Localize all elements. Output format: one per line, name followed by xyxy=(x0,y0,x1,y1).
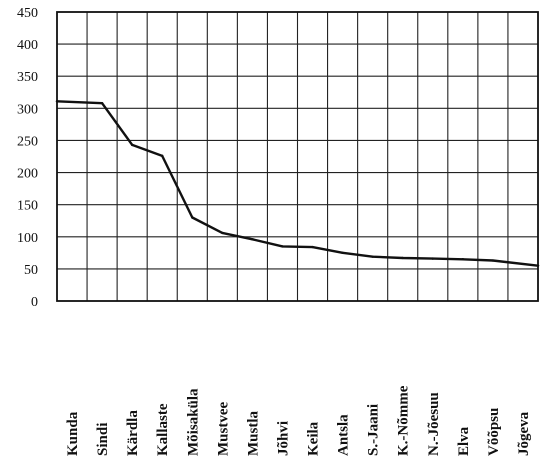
x-category-label: Jõgeva xyxy=(516,411,532,456)
data-point xyxy=(401,256,404,260)
y-axis-ticks: 450 400 350 300 250 200 150 100 50 0 xyxy=(17,6,38,310)
series-line xyxy=(55,100,540,267)
x-category-label: Elva xyxy=(456,426,472,456)
x-category-label: Mustla xyxy=(245,411,261,457)
data-point xyxy=(491,259,495,262)
y-tick-label: 450 xyxy=(17,6,38,21)
vertical-gridlines xyxy=(86,12,509,301)
x-category-label: Mustvee xyxy=(215,402,231,456)
data-point xyxy=(461,258,465,261)
x-category-label: Antsla xyxy=(336,414,352,456)
data-point xyxy=(55,100,59,103)
plot-frame xyxy=(56,11,539,302)
data-point xyxy=(371,255,374,258)
data-point xyxy=(161,154,164,158)
x-category-label: Võõpsu xyxy=(486,408,502,456)
x-category-label: Kallaste xyxy=(155,403,171,456)
x-category-label: S.-Jaani xyxy=(366,404,382,456)
data-point xyxy=(281,245,284,248)
y-tick-label: 50 xyxy=(24,263,38,278)
x-category-label: K.-Nõmme xyxy=(396,385,412,456)
y-tick-label: 150 xyxy=(17,199,38,214)
data-point xyxy=(191,216,194,219)
x-category-label: Mõisaküla xyxy=(185,388,201,456)
x-category-label: Kunda xyxy=(65,411,81,456)
y-tick-label: 300 xyxy=(17,102,38,117)
data-point xyxy=(100,101,104,105)
x-category-label: Jõhvi xyxy=(275,421,291,456)
data-point xyxy=(536,264,540,267)
data-point xyxy=(130,143,134,147)
y-tick-label: 350 xyxy=(17,70,38,85)
x-category-label: Keila xyxy=(306,421,322,456)
x-category-label: Kärdla xyxy=(125,410,141,456)
data-point xyxy=(251,238,254,241)
y-tick-label: 250 xyxy=(17,134,38,149)
data-point xyxy=(221,231,224,235)
data-point xyxy=(431,257,434,260)
x-axis-category-labels: Kunda Sindi Kärdla Kallaste Mõisaküla Mustvee… xyxy=(65,385,532,456)
horizontal-gridlines xyxy=(57,43,538,270)
x-category-label: Sindi xyxy=(95,423,111,456)
y-tick-label: 200 xyxy=(17,167,38,182)
y-tick-label: 100 xyxy=(17,231,38,246)
data-point xyxy=(341,251,344,255)
data-point xyxy=(311,245,314,249)
y-tick-label: 400 xyxy=(17,38,38,53)
y-tick-label: 0 xyxy=(31,295,38,310)
x-category-label: N.-Jõesuu xyxy=(426,392,442,456)
series-layer xyxy=(55,100,540,267)
